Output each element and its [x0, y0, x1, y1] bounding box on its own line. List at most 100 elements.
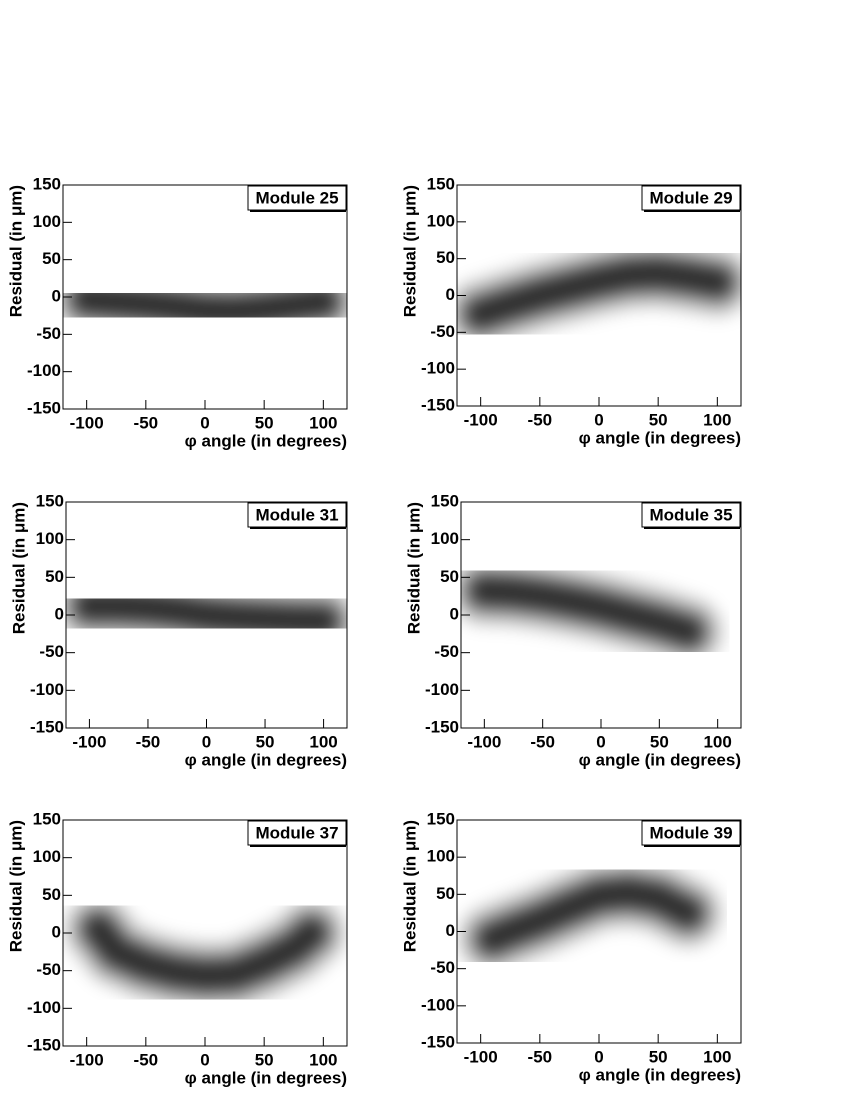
y-tick-label: -50	[36, 324, 61, 343]
x-tick-label: 0	[202, 732, 211, 751]
y-axis-label: Residual (in μm)	[404, 502, 423, 634]
y-tick-label: 100	[36, 529, 64, 548]
legend-title: Module 29	[649, 188, 732, 207]
density-band	[461, 553, 726, 670]
x-tick-label: -100	[70, 413, 104, 432]
y-tick-label: -150	[27, 398, 61, 417]
y-tick-label: 0	[55, 604, 64, 623]
x-tick-label: 100	[309, 1050, 337, 1069]
x-tick-label: 100	[309, 732, 337, 751]
legend-title: Module 35	[649, 505, 732, 524]
x-axis-label: φ angle (in degrees)	[579, 750, 741, 769]
y-tick-label: -50	[430, 322, 455, 341]
y-axis-label: Residual (in μm)	[400, 185, 419, 317]
legend-box	[247, 185, 347, 211]
y-tick-label: 50	[436, 248, 455, 267]
y-tick-label: 0	[450, 604, 459, 623]
y-tick-label: -100	[27, 361, 61, 380]
legend-title: Module 31	[255, 505, 338, 524]
y-tick-label: 0	[446, 285, 455, 304]
legend-box	[247, 820, 347, 846]
y-tick-label: -100	[421, 359, 455, 378]
legend-box	[641, 502, 741, 528]
y-tick-label: -150	[421, 1032, 455, 1051]
x-tick-label: -100	[464, 410, 498, 429]
y-tick-label: -150	[425, 717, 459, 736]
y-tick-label: 150	[431, 491, 459, 510]
legend-box	[641, 185, 741, 211]
x-tick-label: 50	[649, 410, 668, 429]
x-tick-label: 50	[650, 732, 669, 751]
y-tick-label: 50	[440, 567, 459, 586]
y-tick-label: 50	[42, 885, 61, 904]
density-ridge	[474, 580, 699, 642]
x-tick-label: -100	[467, 732, 501, 751]
panel: -100 -50 0 50 100 -150 -100 -50 0 50 100 150 φ angle…	[6, 174, 348, 450]
panel: -100 -50 0 50 100 -150 -100 -50 0 50 100 150 φ angle…	[404, 491, 742, 769]
x-tick-label: -100	[72, 732, 106, 751]
x-tick-label: 0	[594, 410, 603, 429]
y-tick-label: -150	[30, 717, 64, 736]
x-tick-label: 50	[649, 1047, 668, 1066]
legend-title: Module 37	[255, 823, 338, 842]
y-tick-label: -100	[27, 998, 61, 1017]
x-axis-label: φ angle (in degrees)	[185, 750, 347, 769]
x-axis-label: φ angle (in degrees)	[185, 431, 347, 450]
y-tick-label: -50	[39, 642, 64, 661]
y-tick-label: 150	[427, 809, 455, 828]
x-tick-label: -50	[530, 732, 555, 751]
x-tick-label: 0	[596, 732, 605, 751]
y-tick-label: -50	[36, 960, 61, 979]
legend-title: Module 39	[649, 823, 732, 842]
x-tick-label: 50	[255, 413, 274, 432]
y-tick-label: 0	[52, 922, 61, 941]
y-tick-label: -150	[421, 395, 455, 414]
density-band	[63, 891, 347, 1014]
x-tick-label: -50	[528, 1047, 553, 1066]
legend-box	[247, 502, 347, 528]
y-tick-label: -100	[421, 995, 455, 1014]
y-axis-label: Residual (in μm)	[400, 820, 419, 952]
panel: -100 -50 0 50 100 -150 -100 -50 0 50 100 150 φ angle…	[400, 809, 742, 1084]
y-tick-label: -100	[30, 680, 64, 699]
x-tick-label: 100	[703, 1047, 731, 1066]
y-tick-label: 50	[436, 884, 455, 903]
density-ridge	[482, 882, 698, 949]
y-tick-label: 100	[33, 212, 61, 231]
density-ridge	[79, 596, 334, 631]
x-axis-label: φ angle (in degrees)	[185, 1068, 347, 1087]
y-tick-label: 100	[427, 211, 455, 230]
x-tick-label: 0	[200, 413, 209, 432]
density-ridge	[88, 919, 322, 986]
y-axis-label: Residual (in μm)	[6, 820, 25, 952]
y-tick-label: 100	[427, 847, 455, 866]
density-band	[63, 261, 347, 349]
x-tick-label: 100	[703, 732, 731, 751]
x-tick-label: 0	[594, 1047, 603, 1066]
density-ridge	[76, 289, 334, 322]
density-ridge	[470, 263, 728, 324]
y-tick-label: -50	[434, 642, 459, 661]
x-tick-label: 50	[256, 732, 275, 751]
y-tick-label: 150	[33, 809, 61, 828]
legend-title: Module 25	[255, 188, 338, 207]
x-tick-label: -50	[528, 410, 553, 429]
y-tick-label: 0	[446, 921, 455, 940]
x-tick-label: 50	[255, 1050, 274, 1069]
x-tick-label: 100	[309, 413, 337, 432]
panel: -100 -50 0 50 100 -150 -100 -50 0 50 100 150 φ angle…	[6, 809, 348, 1087]
panel: -100 -50 0 50 100 -150 -100 -50 0 50 100 150 φ angle…	[400, 174, 742, 447]
y-tick-label: 0	[52, 286, 61, 305]
y-tick-label: 150	[36, 491, 64, 510]
density-band	[457, 235, 741, 352]
x-tick-label: 0	[200, 1050, 209, 1069]
x-tick-label: 100	[703, 410, 731, 429]
y-tick-label: -100	[425, 680, 459, 699]
y-axis-label: Residual (in μm)	[6, 185, 25, 317]
x-axis-label: φ angle (in degrees)	[579, 428, 741, 447]
panel: -100 -50 0 50 100 -150 -100 -50 0 50 100 150 φ angle…	[9, 491, 348, 769]
x-tick-label: -50	[134, 1050, 159, 1069]
y-tick-label: 50	[42, 249, 61, 268]
x-tick-label: -100	[464, 1047, 498, 1066]
